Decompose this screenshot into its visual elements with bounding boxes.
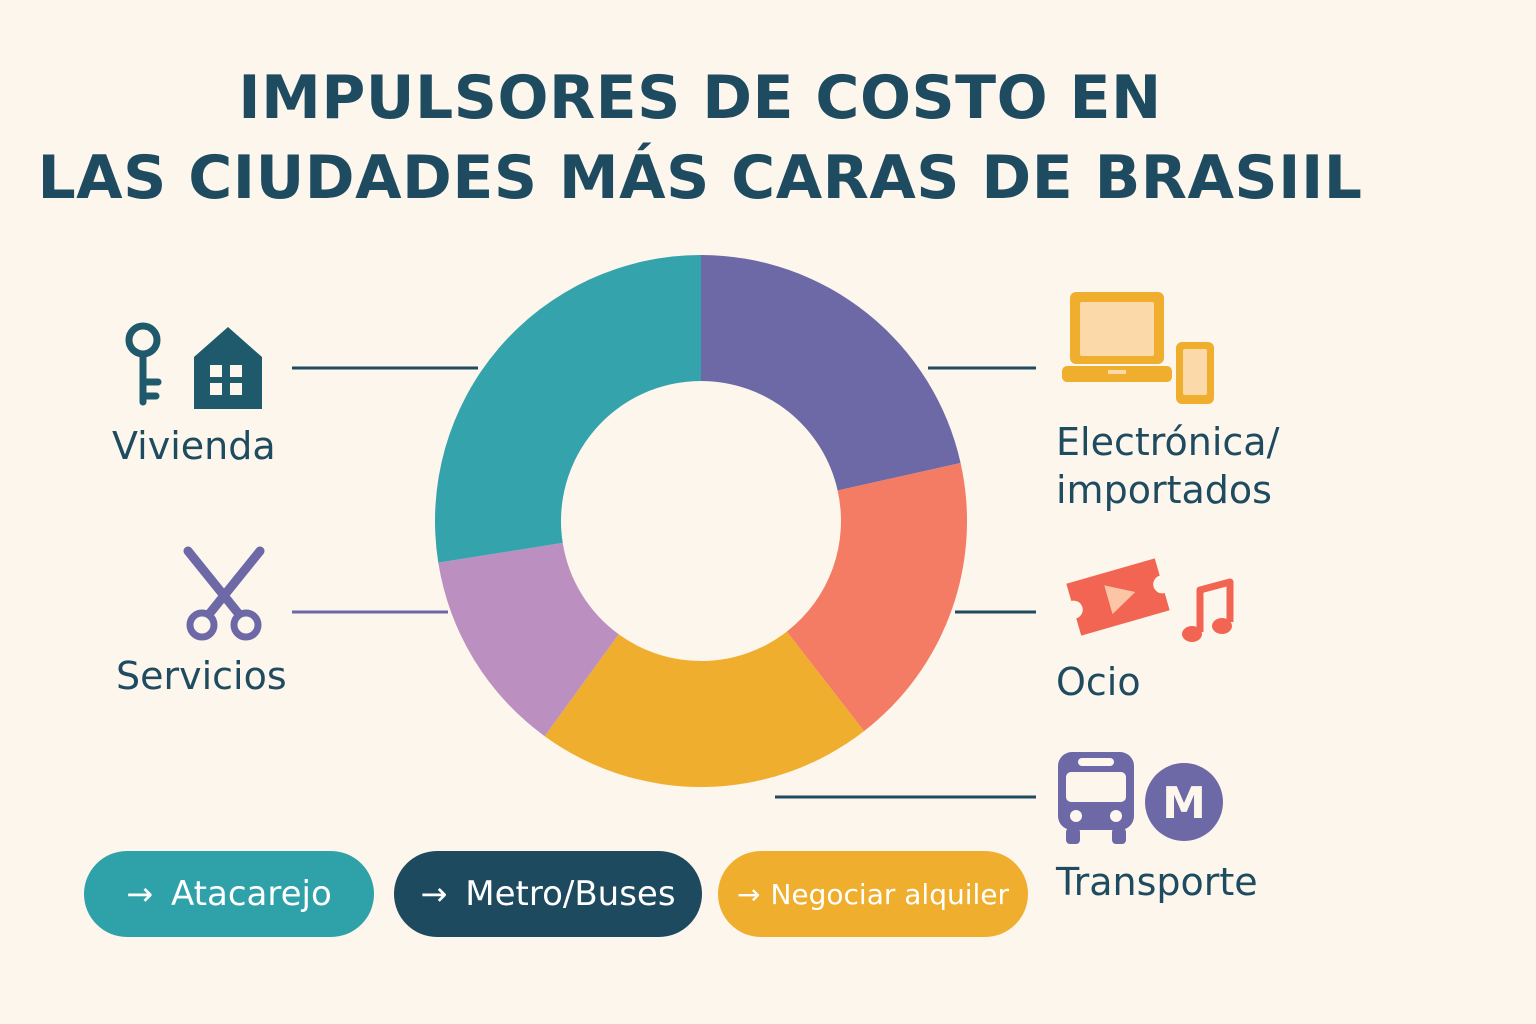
arrow-right-icon: → [126,875,154,913]
scissors-icon [183,546,265,641]
slice-ocio [786,462,967,732]
label-electronica-line-1: Electrónica/ [1056,420,1280,464]
slice-vivienda [435,255,701,563]
metro-icon: M [1145,763,1223,841]
chart-title-line-1: IMPULSORES DE COSTO EN [238,63,1162,133]
action-metro-buses-label: Metro/Buses [465,874,676,914]
ticket-play-icon [1066,558,1170,636]
slice-transporte [544,631,865,787]
chart-title: IMPULSORES DE COSTO EN LAS CIUDADES MÁS … [0,58,1400,218]
action-atacarejo-button[interactable]: → Atacarejo [84,851,374,937]
music-note-icon [1182,578,1234,642]
action-metro-buses-button[interactable]: → Metro/Buses [394,851,702,937]
label-ocio: Ocio [1056,660,1141,704]
label-vivienda: Vivienda [112,424,276,468]
slice-servicios [438,542,619,737]
key-icon [125,322,162,406]
house-icon [194,327,262,409]
action-atacarejo-label: Atacarejo [171,874,332,914]
metro-letter: M [1162,778,1206,829]
bus-icon [1058,752,1134,844]
donut-slices [435,255,967,787]
slice-electronica-importados [701,255,961,491]
action-negociar-alquiler-button[interactable]: → Negociar alquiler [718,851,1028,937]
phone-icon [1176,342,1214,404]
label-electronica-line-2: importados [1056,468,1272,512]
arrow-right-icon: → [736,877,761,911]
action-negociar-alquiler-label: Negociar alquiler [770,877,1010,911]
laptop-icon [1062,292,1172,382]
chart-title-line-2: LAS CIUDADES MÁS CARAS DE BRASIIL [37,143,1363,213]
arrow-right-icon: → [420,875,448,913]
label-transporte: Transporte [1056,860,1258,904]
label-servicios: Servicios [116,654,287,698]
